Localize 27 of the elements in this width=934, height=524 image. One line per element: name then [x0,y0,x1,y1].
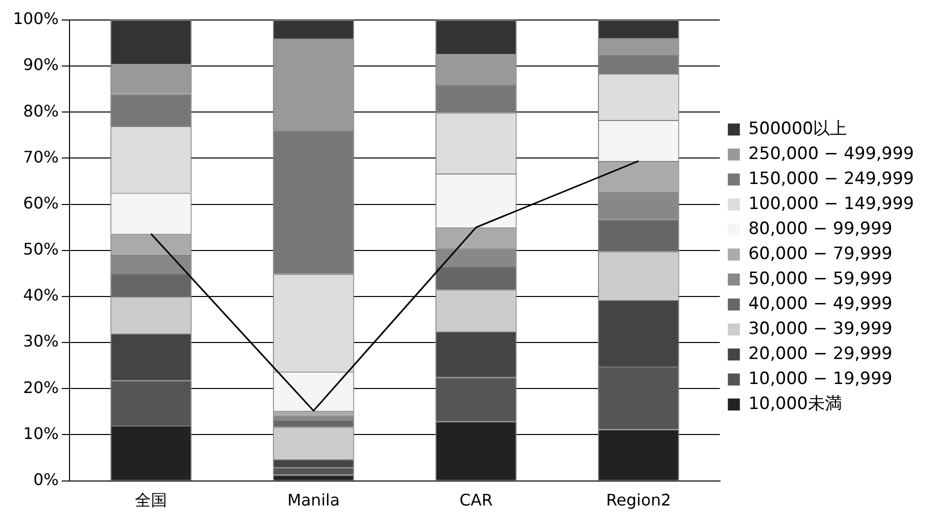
legend-label: 10,000 − 19,999 [748,368,892,389]
legend-label: 50,000 − 59,999 [748,268,892,289]
y-tick-label: 0% [33,470,59,489]
x-tick-label: 全国 [135,490,168,510]
legend-label: 40,000 − 49,999 [748,294,892,314]
y-tick-label: 60% [23,193,59,212]
y-tick-label: 50% [23,240,59,259]
legend-label: 60,000 − 79,999 [748,244,892,264]
y-tick-label: 70% [23,147,59,166]
y-tick-label: 40% [23,286,59,305]
y-tick-label: 30% [23,332,59,351]
y-tick-label: 10% [23,424,59,443]
x-tick-label: Region2 [606,490,672,510]
legend-label: 10,000未満 [748,394,842,414]
y-tick-label: 90% [23,55,59,74]
legend-label: 250,000 − 499,999 [748,144,914,164]
legend-label: 150,000 − 249,999 [748,168,914,189]
legend-label: 20,000 − 29,999 [748,344,892,364]
legend-label: 30,000 − 39,999 [748,318,892,339]
x-tick-label: Manila [287,490,340,510]
y-tick-label: 20% [23,378,59,397]
x-tick-label: CAR [459,490,493,510]
legend-label: 100,000 − 149,999 [748,194,914,214]
y-tick-label: 100% [12,9,59,28]
legend-label: 80,000 − 99,999 [748,218,892,239]
y-tick-label: 80% [23,101,59,120]
legend-label: 500000以上 [748,118,848,139]
